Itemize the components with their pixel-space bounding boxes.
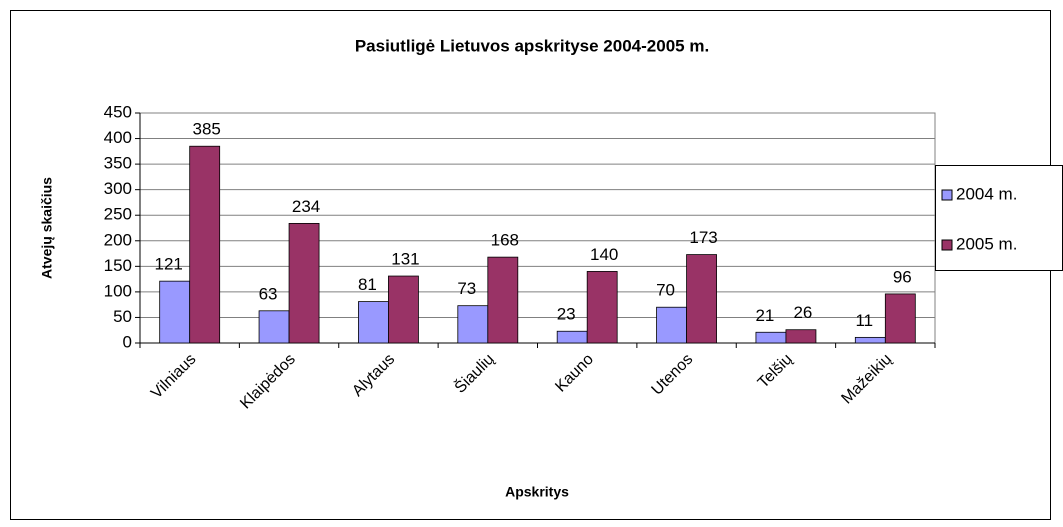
bar	[159, 280, 191, 344]
value-label: 121	[155, 255, 183, 274]
bar	[854, 336, 886, 344]
value-label: 96	[893, 267, 912, 286]
y-tick-label: 200	[104, 230, 132, 249]
legend-swatch	[941, 239, 953, 251]
bar	[656, 306, 687, 344]
bar	[189, 145, 221, 344]
bar	[586, 271, 618, 344]
y-tick-label: 350	[104, 154, 132, 173]
value-label: 385	[193, 120, 221, 139]
bar	[686, 254, 717, 344]
value-label: 173	[689, 228, 717, 247]
bar	[358, 301, 389, 344]
y-tick-label: 400	[104, 128, 132, 147]
y-tick-label: 250	[104, 205, 132, 224]
x-axis-label: Apskritys	[505, 484, 569, 500]
bar	[884, 293, 916, 344]
y-tick-label: 450	[104, 102, 132, 121]
bar	[288, 222, 320, 344]
y-tick-label: 150	[104, 256, 132, 275]
value-label: 63	[259, 284, 278, 303]
bar	[487, 256, 519, 344]
bar	[388, 275, 419, 344]
value-label: 11	[855, 311, 873, 330]
chart-title: Pasiutligė Lietuvos apskrityse 2004-2005…	[355, 36, 709, 55]
value-label: 234	[292, 197, 320, 216]
value-label: 131	[391, 250, 419, 269]
bar	[785, 329, 817, 344]
bar	[755, 331, 787, 344]
value-label: 23	[557, 305, 576, 324]
y-tick-label: 0	[123, 332, 132, 351]
value-label: 73	[457, 279, 476, 298]
value-label: 81	[358, 275, 377, 294]
y-axis-label: Atvejų skaičius	[39, 177, 55, 279]
legend-label: 2005 m.	[956, 234, 1017, 253]
bar	[457, 305, 489, 344]
value-label: 26	[793, 303, 812, 322]
value-label: 140	[590, 245, 618, 264]
bar	[556, 330, 588, 344]
value-label: 168	[491, 231, 519, 250]
legend-swatch	[941, 189, 953, 201]
plot-area	[139, 112, 936, 344]
y-tick-label: 50	[113, 307, 132, 326]
value-label: 21	[755, 306, 774, 325]
y-tick-label: 100	[104, 281, 132, 300]
legend-label: 2004 m.	[956, 184, 1017, 203]
legend-box	[935, 165, 1063, 271]
value-label: 70	[656, 281, 675, 300]
y-tick-label: 300	[104, 179, 132, 198]
bar	[258, 310, 290, 344]
